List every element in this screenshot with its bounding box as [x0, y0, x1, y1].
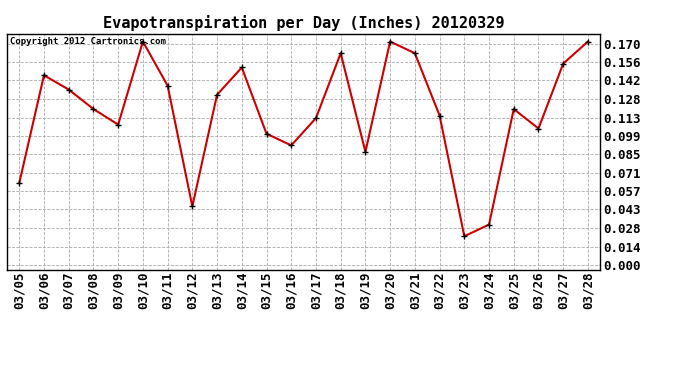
- Text: Copyright 2012 Cartronics.com: Copyright 2012 Cartronics.com: [10, 37, 166, 46]
- Title: Evapotranspiration per Day (Inches) 20120329: Evapotranspiration per Day (Inches) 2012…: [103, 15, 504, 31]
